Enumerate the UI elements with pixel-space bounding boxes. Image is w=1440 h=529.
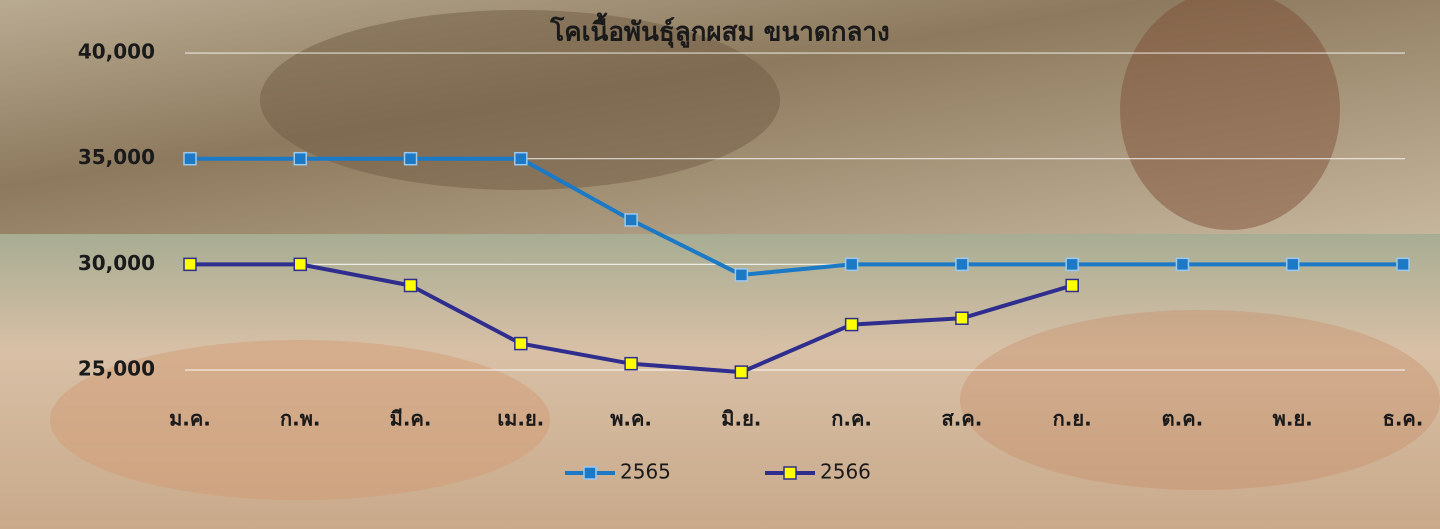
data-point bbox=[294, 258, 306, 270]
data-point bbox=[1287, 258, 1299, 270]
data-point bbox=[405, 279, 417, 291]
x-tick-label: ธ.ค. bbox=[1383, 407, 1424, 431]
x-tick-label: ม.ค. bbox=[169, 407, 211, 431]
y-tick-label: 35,000 bbox=[78, 145, 155, 169]
x-tick-label: มี.ค. bbox=[390, 407, 432, 431]
data-point bbox=[515, 338, 527, 350]
legend-marker bbox=[584, 467, 596, 479]
data-point bbox=[184, 153, 196, 165]
data-point bbox=[184, 258, 196, 270]
data-point bbox=[625, 214, 637, 226]
page: {"chart_data": {"type": "line", "title":… bbox=[0, 0, 1440, 529]
background-shape bbox=[1120, 0, 1340, 230]
x-tick-label: ต.ค. bbox=[1162, 407, 1204, 431]
legend-label: 2566 bbox=[820, 460, 871, 484]
data-point bbox=[846, 258, 858, 270]
legend-label: 2565 bbox=[620, 460, 671, 484]
chart-title: โคเนื้อพันธุ์ลูกผสม ขนาดกลาง bbox=[549, 12, 889, 49]
data-point bbox=[1066, 279, 1078, 291]
data-point bbox=[625, 358, 637, 370]
x-tick-label: ก.พ. bbox=[280, 407, 321, 431]
data-point bbox=[1066, 258, 1078, 270]
x-tick-label: เม.ย. bbox=[497, 407, 544, 431]
x-tick-label: ก.ค. bbox=[831, 407, 872, 431]
data-point bbox=[956, 258, 968, 270]
x-tick-label: ก.ย. bbox=[1053, 407, 1092, 431]
x-tick-label: พ.ค. bbox=[610, 407, 652, 431]
y-tick-label: 30,000 bbox=[78, 251, 155, 275]
data-point bbox=[735, 366, 747, 378]
data-point bbox=[1176, 258, 1188, 270]
x-tick-label: พ.ย. bbox=[1273, 407, 1313, 431]
data-point bbox=[405, 153, 417, 165]
data-point bbox=[846, 319, 858, 331]
data-point bbox=[515, 153, 527, 165]
data-point bbox=[1397, 258, 1409, 270]
y-tick-label: 40,000 bbox=[78, 40, 155, 64]
y-tick-label: 25,000 bbox=[78, 357, 155, 381]
x-tick-label: มิ.ย. bbox=[721, 407, 761, 431]
data-point bbox=[735, 269, 747, 281]
data-point bbox=[294, 153, 306, 165]
data-point bbox=[956, 312, 968, 324]
chart: โคเนื้อพันธุ์ลูกผสม ขนาดกลาง 25,000 30,00… bbox=[0, 0, 1440, 529]
x-tick-label: ส.ค. bbox=[942, 407, 983, 431]
background-shape bbox=[960, 310, 1440, 490]
legend-marker bbox=[784, 467, 796, 479]
